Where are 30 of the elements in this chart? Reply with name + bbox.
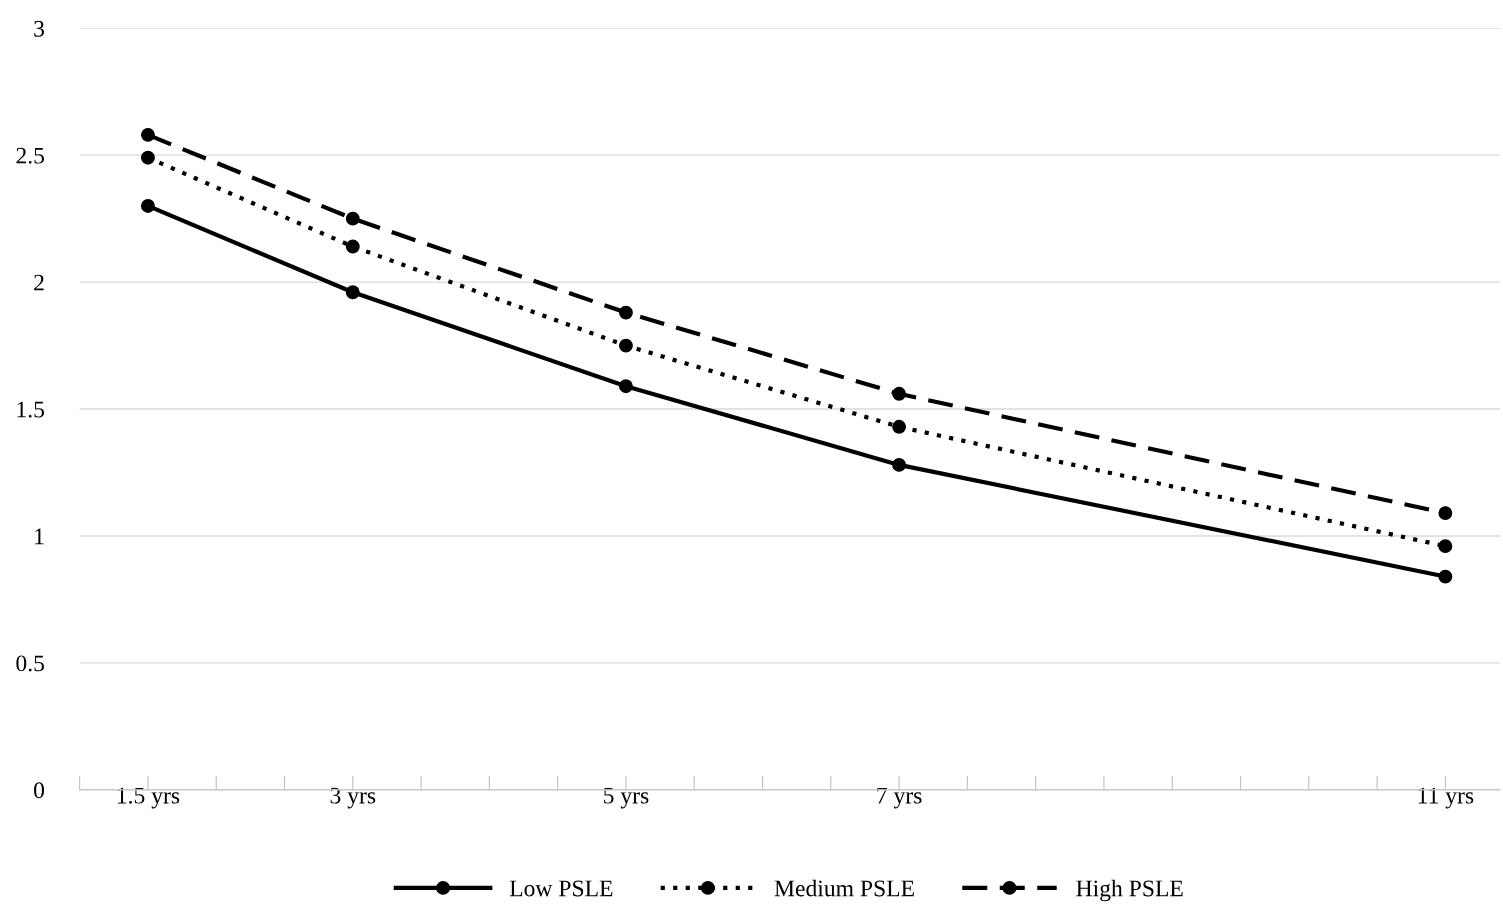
legend-label: Low PSLE — [509, 880, 613, 897]
y-tick-label: 1 — [35, 528, 44, 545]
x-tick-label: 7 yrs — [877, 787, 922, 809]
point — [892, 419, 907, 434]
x-tick-label: 1.5 yrs — [117, 787, 180, 809]
y-tick-label: 0 — [34, 782, 45, 799]
point — [140, 150, 155, 165]
x-tick-label: 3 yrs — [330, 787, 376, 809]
point — [140, 199, 155, 213]
y-tick-label: 0.5 — [16, 655, 45, 672]
point — [345, 211, 360, 226]
point — [345, 285, 360, 300]
legend-label: Medium PSLE — [774, 879, 914, 897]
y-tick-label: 2.5 — [16, 147, 45, 164]
y-tick-label: 1.5 — [17, 401, 45, 418]
x-tick-label: 5 yrs — [604, 787, 649, 809]
point — [140, 127, 155, 142]
point — [1438, 506, 1453, 521]
legend-label: High PSLE — [1076, 879, 1183, 902]
point — [1438, 539, 1453, 554]
point — [618, 379, 633, 394]
point — [892, 386, 907, 401]
y-tick-label: 2 — [34, 274, 44, 291]
point — [618, 305, 633, 320]
point — [345, 239, 360, 254]
x-tick-label: 11 yrs — [1418, 787, 1474, 809]
point — [618, 338, 633, 353]
y-tick-label: 3 — [34, 20, 45, 37]
point — [1438, 569, 1453, 584]
point — [892, 457, 907, 472]
